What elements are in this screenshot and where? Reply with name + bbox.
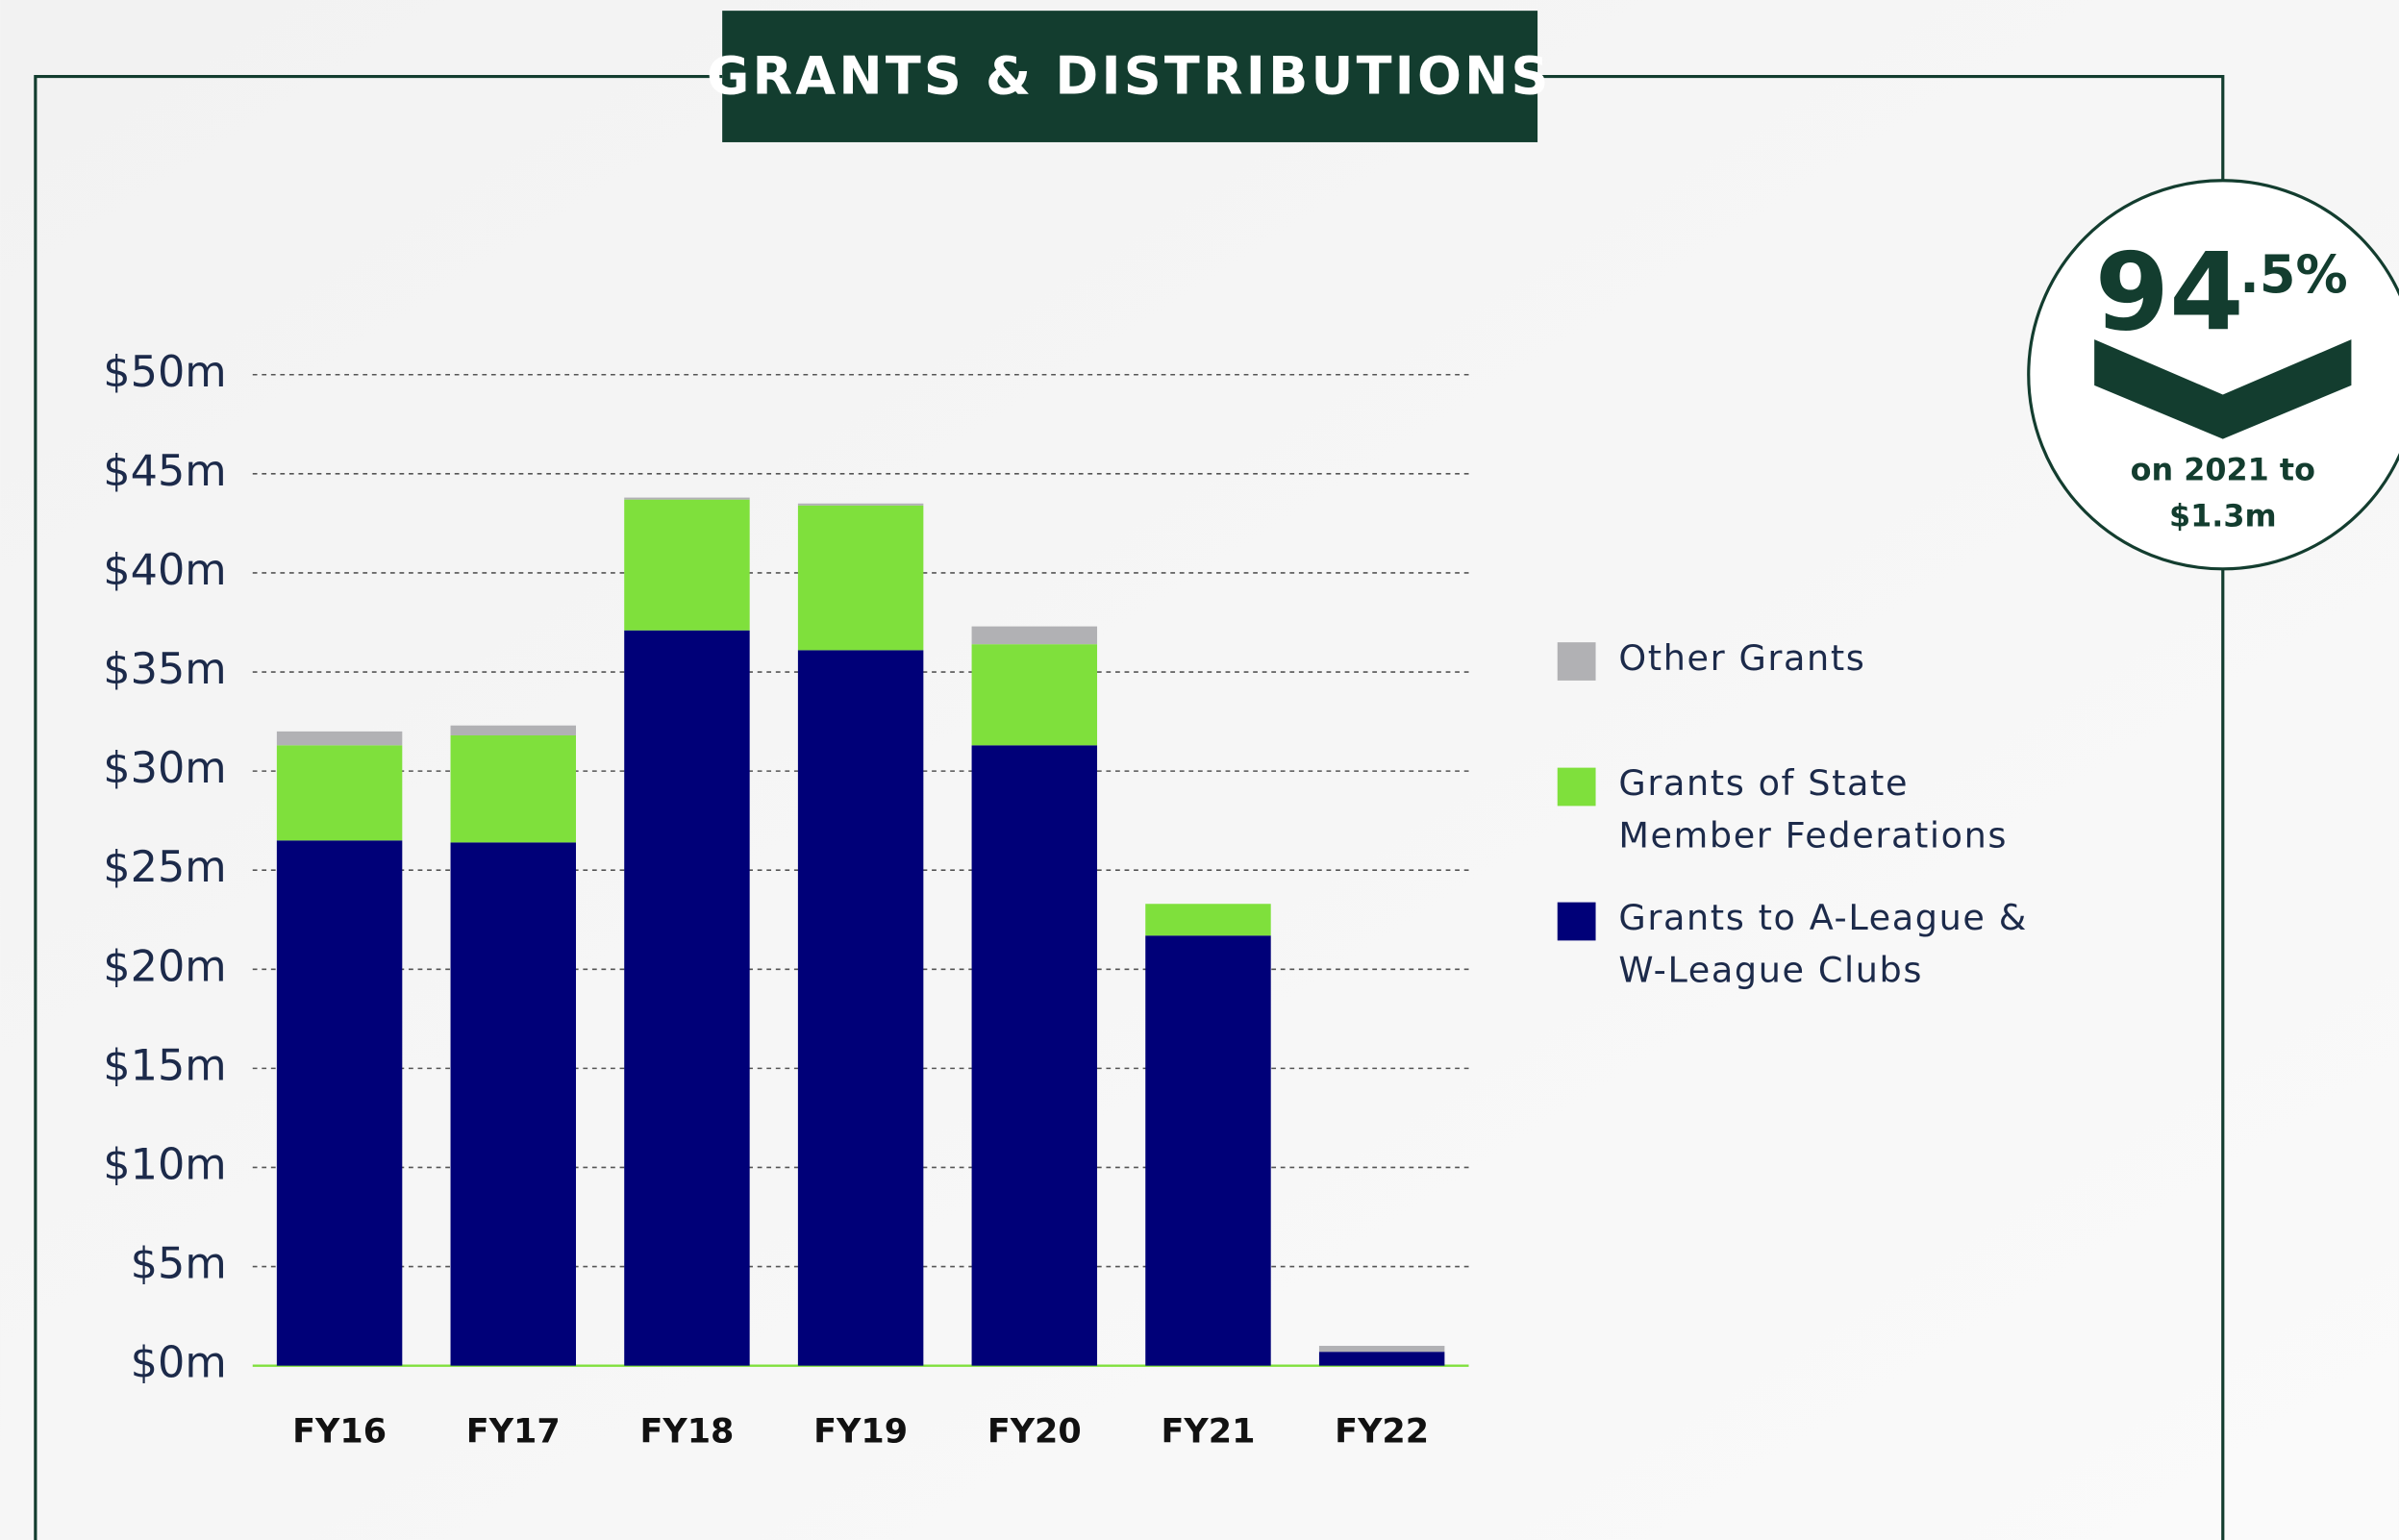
bar-segment bbox=[450, 842, 576, 1366]
y-tick-label: $25m bbox=[103, 842, 226, 892]
legend-label: Grants of State Member Federations bbox=[1618, 764, 2009, 857]
title-box bbox=[722, 11, 1538, 142]
legend-swatch bbox=[1557, 902, 1596, 941]
legend-label: Grants to A-League & W-League Clubs bbox=[1618, 899, 2028, 991]
legend-label-box: Grants of State Member Federations bbox=[1618, 764, 2009, 857]
frame bbox=[34, 74, 2225, 1540]
chart-title: GRANTS & DISTRIBUTIONS bbox=[707, 45, 1552, 106]
bar-segment bbox=[1145, 904, 1271, 936]
y-tick-label: $10m bbox=[103, 1139, 226, 1189]
x-tick-label: FY18 bbox=[639, 1413, 734, 1452]
bar-segment bbox=[624, 497, 750, 500]
legend-swatch bbox=[1557, 642, 1596, 681]
legend-label-box: Other Grants bbox=[1618, 638, 1866, 680]
x-tick-label: FY21 bbox=[1162, 1413, 1256, 1452]
x-tick-label: FY20 bbox=[987, 1413, 1082, 1452]
bar-segment bbox=[276, 731, 403, 746]
bar-segment bbox=[450, 735, 576, 843]
bar-segment bbox=[276, 745, 403, 841]
bar-segment bbox=[1318, 1352, 1445, 1366]
bar-segment bbox=[971, 745, 1098, 1366]
x-tick-label: FY19 bbox=[813, 1413, 908, 1452]
bar-segment bbox=[450, 725, 576, 736]
bar-segment bbox=[797, 650, 924, 1366]
badge-chevron bbox=[2094, 339, 2352, 439]
badge-circle bbox=[2027, 179, 2399, 571]
legend-label-box: Grants to A-League & W-League Clubs bbox=[1618, 899, 2028, 991]
x-tick-label: FY16 bbox=[292, 1413, 387, 1452]
bar-segment bbox=[797, 503, 924, 506]
badge-caption-box: on 2021 to $1.3m bbox=[2130, 451, 2315, 534]
badge-caption: on 2021 to $1.3m bbox=[2130, 451, 2315, 534]
x-tick-label: FY22 bbox=[1335, 1413, 1429, 1452]
bar-segment bbox=[276, 840, 403, 1366]
bar-segment bbox=[624, 499, 750, 631]
legend-label: Other Grants bbox=[1618, 638, 1866, 680]
bar-segment bbox=[797, 505, 924, 651]
y-tick-label: $50m bbox=[103, 347, 226, 397]
bar-segment bbox=[971, 644, 1098, 746]
badge-number: 94 bbox=[2095, 232, 2244, 356]
bar-segment bbox=[971, 626, 1098, 645]
y-tick-label: $5m bbox=[131, 1239, 227, 1289]
y-tick-label: $15m bbox=[103, 1040, 226, 1090]
y-tick-label: $20m bbox=[103, 941, 226, 991]
x-tick-label: FY17 bbox=[466, 1413, 561, 1452]
bar-segment bbox=[1145, 935, 1271, 1366]
bar-segment bbox=[1318, 1346, 1445, 1353]
y-tick-label: $0m bbox=[131, 1338, 227, 1388]
y-tick-label: $30m bbox=[103, 743, 226, 793]
badge-fraction: .5% bbox=[2239, 244, 2347, 305]
bar-segment bbox=[624, 630, 750, 1366]
legend-swatch bbox=[1557, 767, 1596, 807]
y-tick-label: $35m bbox=[103, 644, 226, 694]
y-tick-label: $45m bbox=[103, 446, 226, 496]
y-tick-label: $40m bbox=[103, 545, 226, 595]
